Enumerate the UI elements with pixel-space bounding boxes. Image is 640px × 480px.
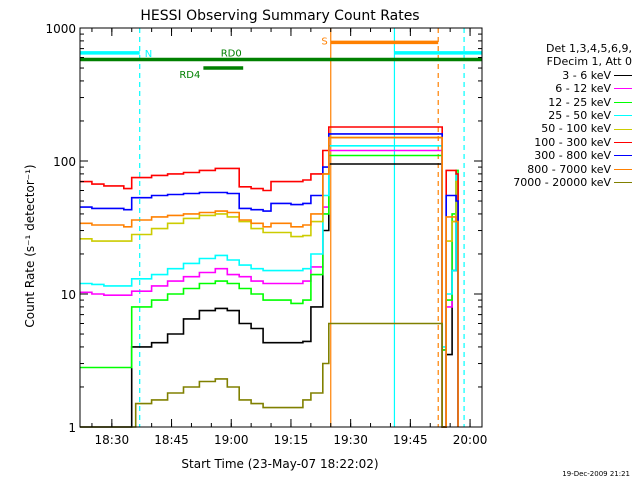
legend-label: 100 - 300 keV	[534, 135, 611, 149]
legend-label: 300 - 800 keV	[534, 149, 611, 163]
legend-entry-1: 6 - 12 keV	[506, 82, 632, 95]
legend-swatch	[614, 168, 632, 170]
series-line-3	[80, 145, 459, 427]
legend: Det 1,3,4,5,6,9, FDecim 1, Att 0 3 - 6 k…	[506, 42, 632, 189]
x-tick-label-1: 18:45	[154, 433, 189, 447]
legend-label: 12 - 25 keV	[548, 95, 611, 109]
legend-entry-6: 300 - 800 keV	[506, 149, 632, 162]
legend-swatch	[614, 101, 632, 103]
x-tick-label-0: 18:30	[95, 433, 130, 447]
legend-swatch	[614, 88, 632, 90]
y-axis-ticks: 1 10 100 1000	[45, 22, 482, 435]
legend-swatch	[614, 182, 632, 184]
x-axis-label: Start Time (23-May-07 18:22:02)	[181, 457, 378, 471]
legend-entry-8: 7000 - 20000 keV	[506, 176, 632, 189]
vertical-markers	[139, 28, 465, 427]
x-tick-label-5: 19:45	[393, 433, 428, 447]
legend-entry-4: 50 - 100 keV	[506, 122, 632, 135]
legend-swatch	[614, 115, 632, 117]
y-tick-label-3: 1000	[45, 22, 76, 36]
x-tick-label-2: 19:00	[214, 433, 249, 447]
flag-label-rd0: RD0	[221, 48, 242, 59]
legend-label: 3 - 6 keV	[562, 68, 611, 82]
y-tick-label-2: 100	[53, 155, 76, 169]
legend-label: 50 - 100 keV	[541, 122, 611, 136]
x-tick-label-3: 19:15	[274, 433, 309, 447]
legend-label: 25 - 50 keV	[548, 109, 611, 123]
legend-entry-3: 25 - 50 keV	[506, 109, 632, 122]
plot-frame	[79, 27, 483, 428]
legend-header-line-2: FDecim 1, Att 0	[546, 55, 632, 69]
legend-swatch	[614, 142, 632, 144]
legend-label: 6 - 12 keV	[555, 82, 611, 96]
y-tick-label-0: 1	[68, 421, 76, 435]
flag-label-n: N	[145, 49, 152, 60]
legend-header-line-1: Det 1,3,4,5,6,9,	[545, 42, 632, 55]
y-axis-label: Count Rate (s⁻¹ detector⁻¹)	[23, 164, 37, 327]
series-line-1	[80, 149, 459, 427]
series-line-0	[80, 163, 459, 428]
legend-entry-7: 800 - 7000 keV	[506, 163, 632, 176]
flag-label-rd4: RD4	[179, 70, 200, 81]
legend-entry-5: 100 - 300 keV	[506, 136, 632, 149]
series-lines	[80, 126, 459, 428]
legend-swatch	[614, 75, 632, 77]
legend-swatch	[614, 128, 632, 130]
flag-label-s: S	[321, 36, 327, 47]
legend-entry-2: 12 - 25 keV	[506, 96, 632, 109]
series-line-5	[80, 126, 459, 428]
series-line-7	[80, 136, 459, 428]
flag-bars: N RD0 RD4 S	[80, 36, 482, 81]
series-line-4	[80, 136, 459, 428]
x-tick-label-4: 19:30	[333, 433, 368, 447]
legend-entry-0: 3 - 6 keV	[506, 69, 632, 82]
series-line-8	[80, 322, 447, 428]
footer-timestamp: 19-Dec-2009 21:21	[562, 470, 630, 478]
legend-swatch	[614, 155, 632, 157]
legend-label: 7000 - 20000 keV	[513, 176, 611, 190]
y-tick-label-1: 10	[61, 288, 76, 302]
chart-title: HESSI Observing Summary Count Rates	[140, 8, 419, 24]
x-axis-ticks: 18:30 18:45 19:00 19:15 19:30 19:45 20:00	[91, 28, 488, 447]
legend-label: 800 - 7000 keV	[527, 162, 611, 176]
x-tick-label-6: 20:00	[453, 433, 488, 447]
